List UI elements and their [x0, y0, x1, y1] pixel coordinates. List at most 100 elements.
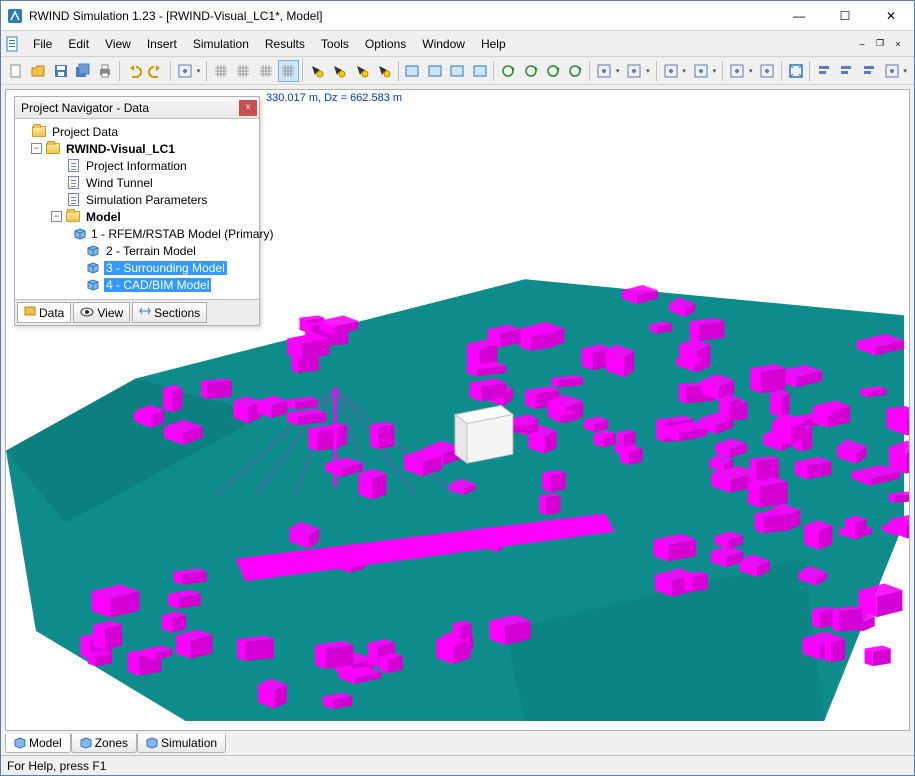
- tree-label: 3 - Surrounding Model: [104, 261, 227, 275]
- toolbar-hatch-dd[interactable]: [690, 60, 719, 82]
- tree-spacer: [51, 160, 62, 171]
- tree-item-8[interactable]: 3 - Surrounding Model: [17, 259, 257, 276]
- toolbar-sel2[interactable]: [328, 60, 349, 82]
- app-icon: [7, 8, 23, 24]
- tree-label: Model: [84, 210, 123, 224]
- toolbar-grid2[interactable]: [233, 60, 254, 82]
- tree-spacer: [71, 279, 82, 290]
- tree-item-2[interactable]: Project Information: [17, 157, 257, 174]
- mdi-restore[interactable]: ❐: [872, 37, 888, 51]
- toolbar-view-yz[interactable]: [469, 60, 490, 82]
- toolbar-save[interactable]: [50, 60, 71, 82]
- toolbar-separator: [170, 61, 171, 81]
- toolbar-fit[interactable]: [785, 60, 806, 82]
- menu-results[interactable]: Results: [257, 33, 313, 55]
- toolbar-sel4[interactable]: [373, 60, 394, 82]
- tree-item-1[interactable]: −RWIND-Visual_LC1: [17, 140, 257, 157]
- toolbar-grid3[interactable]: [255, 60, 276, 82]
- toolbar-mesh-dd[interactable]: [660, 60, 689, 82]
- tree-label: Simulation Parameters: [84, 193, 209, 207]
- collapse-icon[interactable]: −: [51, 211, 62, 222]
- menu-options[interactable]: Options: [357, 33, 414, 55]
- toolbar-rot-l[interactable]: [497, 60, 518, 82]
- tree-item-0[interactable]: Project Data: [17, 123, 257, 140]
- toolbar-redo[interactable]: [146, 60, 167, 82]
- doc-tab-model[interactable]: Model: [5, 734, 71, 753]
- viewport-3d[interactable]: 330.017 m, Dz = 662.583 m Project Naviga…: [5, 89, 910, 731]
- toolbar-open[interactable]: [27, 60, 48, 82]
- menubar: FileEditViewInsertSimulationResultsTools…: [1, 31, 914, 57]
- nav-tab-data[interactable]: Data: [17, 302, 71, 323]
- toolbar-separator: [398, 61, 399, 81]
- toolbar-print[interactable]: [95, 60, 116, 82]
- tree-spacer: [51, 177, 62, 188]
- doc-tab-simulation[interactable]: Simulation: [137, 734, 226, 753]
- mdi-close[interactable]: ×: [890, 37, 906, 51]
- cube-icon: [74, 227, 86, 241]
- tree-item-6[interactable]: 1 - RFEM/RSTAB Model (Primary): [17, 225, 257, 242]
- toolbar-align-l[interactable]: [813, 60, 834, 82]
- toolbar-rot-u[interactable]: [542, 60, 563, 82]
- menu-help[interactable]: Help: [473, 33, 514, 55]
- tree-item-3[interactable]: Wind Tunnel: [17, 174, 257, 191]
- toolbar-sel1[interactable]: [306, 60, 327, 82]
- menu-insert[interactable]: Insert: [139, 33, 185, 55]
- navigator-title: Project Navigator - Data: [21, 101, 239, 115]
- toolbar-rot-d[interactable]: [565, 60, 586, 82]
- menu-file[interactable]: File: [25, 33, 60, 55]
- tree-label: 4 - CAD/BIM Model: [104, 278, 211, 292]
- tree-item-5[interactable]: − Model: [17, 208, 257, 225]
- toolbar-layers-dd[interactable]: [593, 60, 622, 82]
- navigator-close-button[interactable]: ×: [239, 100, 257, 116]
- tree-label: Wind Tunnel: [84, 176, 155, 190]
- toolbar-separator: [589, 61, 590, 81]
- toolbar-separator: [206, 61, 207, 81]
- toolbar-view-iso[interactable]: [402, 60, 423, 82]
- coordinate-readout: 330.017 m, Dz = 662.583 m: [266, 92, 402, 104]
- tree-item-4[interactable]: Simulation Parameters: [17, 191, 257, 208]
- toolbar-view-xy[interactable]: [424, 60, 445, 82]
- mdi-minimize[interactable]: –: [854, 37, 870, 51]
- toolbar-sel3[interactable]: [351, 60, 372, 82]
- tree-item-9[interactable]: 4 - CAD/BIM Model: [17, 276, 257, 293]
- doc-tab-label: Zones: [95, 736, 128, 750]
- toolbar-grid1[interactable]: [210, 60, 231, 82]
- toolbar-snap[interactable]: [278, 60, 299, 82]
- toolbar-new[interactable]: [5, 60, 26, 82]
- document-tabs: Model Zones Simulation: [5, 734, 226, 753]
- tree-label: Project Data: [50, 125, 120, 139]
- menu-simulation[interactable]: Simulation: [185, 33, 257, 55]
- toolbar-cfg-dd[interactable]: [726, 60, 755, 82]
- close-button[interactable]: ✕: [868, 1, 914, 31]
- nav-tab-view[interactable]: View: [73, 302, 130, 323]
- menu-view[interactable]: View: [97, 33, 139, 55]
- navigator-titlebar[interactable]: Project Navigator - Data ×: [15, 97, 259, 119]
- toolbar-wand[interactable]: [756, 60, 777, 82]
- status-text: For Help, press F1: [7, 759, 106, 773]
- toolbar-view-xz[interactable]: [447, 60, 468, 82]
- toolbar-colors-dd[interactable]: [623, 60, 652, 82]
- toolbar-separator: [809, 61, 810, 81]
- toolbar-edit-dd[interactable]: [174, 60, 203, 82]
- toolbar-copy-dd[interactable]: [881, 60, 910, 82]
- menu-tools[interactable]: Tools: [313, 33, 357, 55]
- menu-window[interactable]: Window: [414, 33, 473, 55]
- toolbar-saveall[interactable]: [72, 60, 93, 82]
- folder-icon: [65, 210, 81, 224]
- nav-tab-label: View: [97, 306, 123, 320]
- maximize-button[interactable]: ☐: [822, 1, 868, 31]
- toolbar-undo[interactable]: [123, 60, 144, 82]
- nav-tab-sections[interactable]: Sections: [132, 302, 207, 323]
- folder-icon: [45, 142, 61, 156]
- toolbar-rot-r[interactable]: [520, 60, 541, 82]
- tree-item-7[interactable]: 2 - Terrain Model: [17, 242, 257, 259]
- collapse-icon[interactable]: −: [31, 143, 42, 154]
- menu-edit[interactable]: Edit: [60, 33, 97, 55]
- nav-tab-label: Sections: [154, 306, 200, 320]
- toolbar-align-r[interactable]: [858, 60, 879, 82]
- doc-tab-zones[interactable]: Zones: [71, 734, 137, 753]
- minimize-button[interactable]: —: [776, 1, 822, 31]
- navigator-tabs: Data View Sections: [15, 299, 259, 325]
- toolbar-align-c[interactable]: [836, 60, 857, 82]
- toolbar-separator: [781, 61, 782, 81]
